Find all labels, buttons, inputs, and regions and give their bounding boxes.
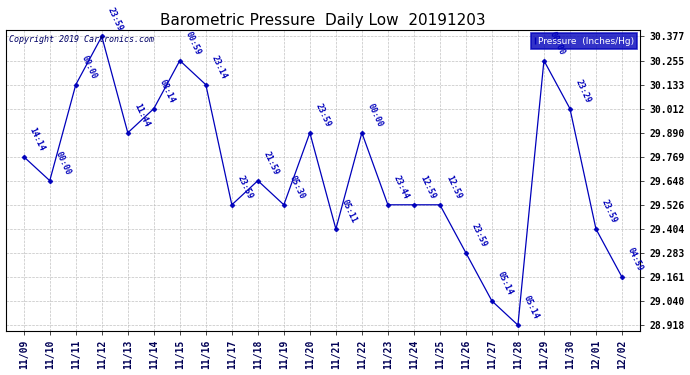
Text: 00:00: 00:00 [366, 102, 385, 129]
Text: 04:59: 04:59 [626, 246, 645, 273]
Text: 23:59: 23:59 [106, 6, 125, 32]
Text: 23:14: 23:14 [210, 54, 228, 81]
Text: 23:44: 23:44 [392, 174, 411, 201]
Text: 14:14: 14:14 [28, 126, 47, 153]
Title: Barometric Pressure  Daily Low  20191203: Barometric Pressure Daily Low 20191203 [160, 13, 486, 28]
Text: 23:59: 23:59 [470, 222, 489, 249]
Text: 00:59: 00:59 [184, 30, 203, 56]
Text: 11:44: 11:44 [132, 102, 150, 129]
Text: 00:00: 00:00 [54, 150, 72, 177]
Text: 21:59: 21:59 [262, 150, 281, 177]
Text: 23:29: 23:29 [574, 78, 593, 105]
Text: 12:59: 12:59 [418, 174, 437, 201]
Text: 05:14: 05:14 [496, 270, 515, 297]
Text: 23:59: 23:59 [236, 174, 255, 201]
Text: 00:00: 00:00 [548, 30, 566, 56]
Text: 08:14: 08:14 [158, 78, 177, 105]
Text: 05:30: 05:30 [288, 174, 307, 201]
Text: 12:59: 12:59 [444, 174, 463, 201]
Legend: Pressure  (Inches/Hg): Pressure (Inches/Hg) [531, 33, 638, 50]
Text: 05:14: 05:14 [522, 294, 541, 321]
Text: 23:59: 23:59 [600, 198, 619, 225]
Text: 23:59: 23:59 [314, 102, 333, 129]
Text: 00:00: 00:00 [80, 54, 99, 81]
Text: 05:11: 05:11 [340, 198, 359, 225]
Text: Copyright 2019 Cartronics.com: Copyright 2019 Cartronics.com [9, 35, 154, 44]
